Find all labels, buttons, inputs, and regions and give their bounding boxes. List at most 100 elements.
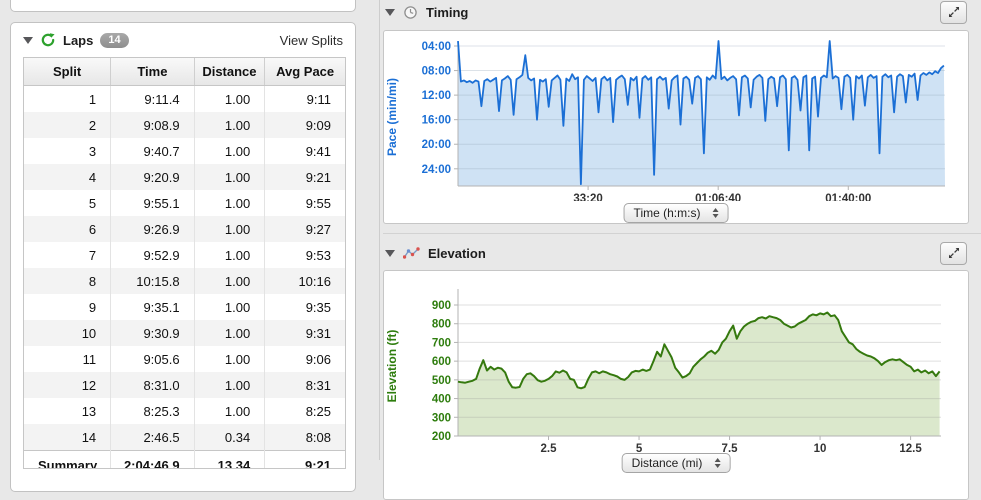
table-cell: 9:53 — [264, 242, 345, 268]
table-row: 4 9:20.9 1.00 9:21 — [24, 164, 345, 190]
table-cell: 9:08.9 — [110, 112, 195, 138]
y-tick-label: 700 — [432, 337, 451, 349]
table-row: 13 8:25.3 1.00 8:25 — [24, 398, 345, 424]
table-cell: 2 — [24, 112, 112, 138]
x-tick-label: 5 — [636, 443, 643, 455]
table-cell: 8:25.3 — [110, 398, 195, 424]
table-cell: 9 — [24, 294, 112, 320]
table-cell: 1.00 — [194, 294, 266, 320]
table-cell: 9:52.9 — [110, 242, 195, 268]
x-tick-label: 7.5 — [722, 443, 739, 455]
laps-panel: Laps 14 View Splits Split Time Distance Avg… — [10, 22, 356, 492]
table-cell: 13 — [24, 398, 112, 424]
column-header: Split — [24, 58, 112, 86]
table-cell: 1.00 — [194, 190, 266, 216]
collapsed-panel-edge — [10, 0, 356, 12]
table-cell: 1.00 — [194, 268, 266, 294]
y-tick-label: 16:00 — [422, 115, 451, 127]
table-row: 7 9:52.9 1.00 9:53 — [24, 242, 345, 268]
table-cell: 3 — [24, 138, 112, 164]
table-cell: 4 — [24, 164, 112, 190]
table-cell: 8:31.0 — [110, 372, 195, 398]
elevation-area-fill — [458, 312, 940, 436]
section-divider — [383, 233, 981, 234]
table-cell: 9:26.9 — [110, 216, 195, 242]
column-divider — [379, 0, 380, 460]
y-tick-label: 900 — [432, 300, 451, 312]
table-cell: 9:21 — [264, 164, 345, 190]
table-cell: 9:40.7 — [110, 138, 195, 164]
table-row: 11 9:05.6 1.00 9:06 — [24, 346, 345, 372]
timing-x-axis-select-label: Time (h:m:s) — [633, 206, 701, 220]
table-cell: 9:55 — [264, 190, 345, 216]
laps-panel-header: Laps 14 View Splits — [11, 23, 355, 57]
elevation-chart-icon — [403, 246, 420, 259]
x-tick-label: 12.5 — [899, 443, 922, 455]
laps-title: Laps — [63, 32, 94, 48]
collapse-triangle-icon[interactable] — [23, 36, 33, 44]
collapse-triangle-icon[interactable] — [385, 8, 395, 16]
elevation-x-axis-select-label: Distance (mi) — [631, 456, 703, 470]
y-tick-label: 200 — [432, 431, 451, 443]
table-cell: 2:46.5 — [110, 424, 195, 451]
table-cell: 14 — [24, 424, 112, 451]
elevation-line — [457, 311, 941, 390]
table-cell: 8:31 — [264, 372, 345, 398]
y-tick-label: 24:00 — [422, 164, 451, 176]
table-cell: 1 — [24, 85, 112, 112]
elevation-x-axis-select[interactable]: Distance (mi) — [621, 453, 731, 473]
table-cell: 9:11 — [264, 85, 345, 112]
table-cell: 1.00 — [194, 320, 266, 346]
table-cell: 9:27 — [264, 216, 345, 242]
timing-x-axis-select[interactable]: Time (h:m:s) — [623, 203, 729, 223]
table-cell: 9:35 — [264, 294, 345, 320]
table-cell: 9:20.9 — [110, 164, 195, 190]
y-axis-title: Pace (min/mi) — [385, 78, 399, 156]
table-cell: 7 — [24, 242, 112, 268]
y-tick-label: 04:00 — [422, 41, 451, 53]
elevation-chart[interactable]: 900 800 700 600 500 400 300 200 2.5 5 7.5 10 12.5 Ele… — [384, 271, 968, 471]
table-cell: 9:06 — [264, 346, 345, 372]
table-cell: 12 — [24, 372, 112, 398]
laps-icon — [41, 33, 55, 47]
table-cell: 1.00 — [194, 346, 266, 372]
table-cell: 10:16 — [264, 268, 345, 294]
y-tick-label: 800 — [432, 319, 451, 331]
elevation-expand-button[interactable] — [940, 241, 967, 265]
table-cell: 5 — [24, 190, 112, 216]
laps-count-badge: 14 — [100, 32, 129, 48]
expand-icon — [948, 7, 959, 17]
table-row: 2 9:08.9 1.00 9:09 — [24, 112, 345, 138]
pace-chart[interactable]: 04:00 08:00 12:00 16:00 20:00 24:00 33:20 01:06… — [384, 31, 968, 201]
timing-chart-box: 04:00 08:00 12:00 16:00 20:00 24:00 33:20 01:06… — [383, 30, 969, 224]
y-tick-label: 20:00 — [422, 139, 451, 151]
timing-title: Timing — [426, 4, 469, 20]
elevation-chart-box: 900 800 700 600 500 400 300 200 2.5 5 7.5 10 12.5 Ele… — [383, 270, 969, 500]
table-cell: 10 — [24, 320, 112, 346]
y-axis-title: Elevation (ft) — [385, 330, 399, 403]
table-cell: 1.00 — [194, 398, 266, 424]
table-cell: 9:30.9 — [110, 320, 195, 346]
clock-icon — [404, 5, 417, 19]
x-tick-label: 01:06:40 — [695, 193, 741, 201]
collapse-triangle-icon[interactable] — [385, 249, 395, 257]
timing-section-header: Timing — [383, 0, 969, 24]
table-cell: 8:08 — [264, 424, 345, 451]
laps-table: Split Time Distance Avg Pace 1 9:11.4 1.00 9:1… — [24, 58, 345, 468]
table-cell: 1.00 — [194, 242, 266, 268]
table-cell: 8 — [24, 268, 112, 294]
column-header: Avg Pace — [264, 58, 345, 86]
table-cell: 1.00 — [194, 85, 266, 112]
table-cell: 1.00 — [194, 164, 266, 190]
y-tick-label: 12:00 — [422, 90, 451, 102]
y-tick-label: 500 — [432, 375, 451, 387]
table-row: 8 10:15.8 1.00 10:16 — [24, 268, 345, 294]
x-tick-label: 10 — [814, 443, 827, 455]
timing-expand-button[interactable] — [940, 0, 967, 24]
table-cell: 9:11.4 — [110, 85, 195, 112]
table-row: 6 9:26.9 1.00 9:27 — [24, 216, 345, 242]
table-row: 3 9:40.7 1.00 9:41 — [24, 138, 345, 164]
view-splits-link[interactable]: View Splits — [279, 32, 343, 48]
elevation-section-header: Elevation — [383, 240, 969, 266]
table-cell: 0.34 — [194, 424, 266, 451]
